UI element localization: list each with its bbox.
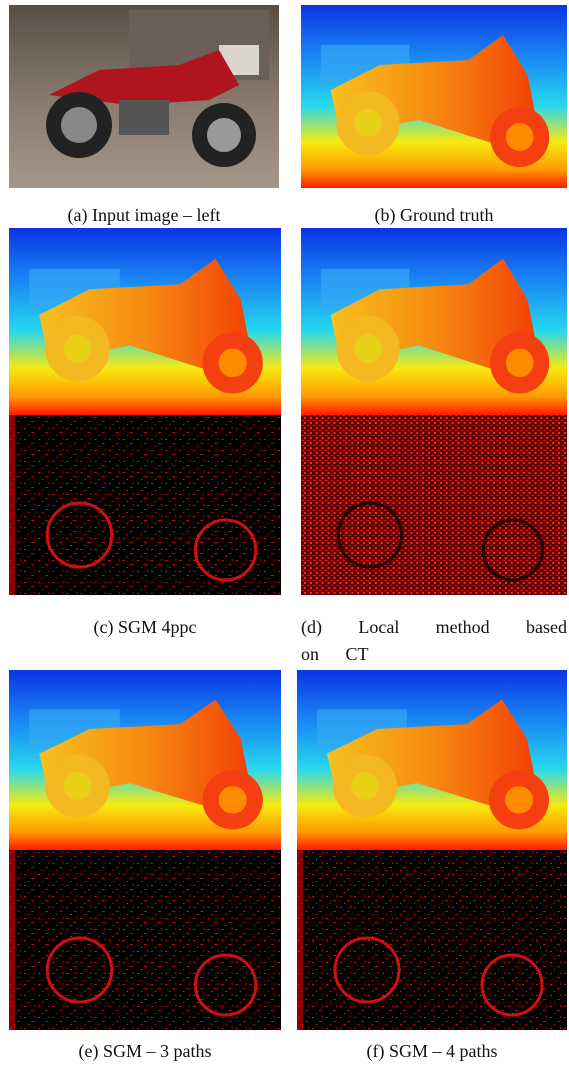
error-image [301,415,567,595]
disparity-image [9,670,281,850]
caption: (a) Input image – left [67,205,221,225]
caption: (d) Local method based on CT [301,617,567,664]
disparity-image [297,670,567,850]
error-image [297,850,567,1030]
caption: (f) SGM – 4 paths [366,1041,498,1061]
caption: (e) SGM – 3 paths [78,1041,212,1061]
error-image [9,850,281,1030]
disparity-image [9,228,281,415]
input-image [9,5,279,188]
disparity-image [301,228,567,415]
caption: (b) Ground truth [374,205,494,225]
ground-truth-image [301,5,567,188]
error-image [9,415,281,595]
caption: (c) SGM 4ppc [93,617,197,637]
